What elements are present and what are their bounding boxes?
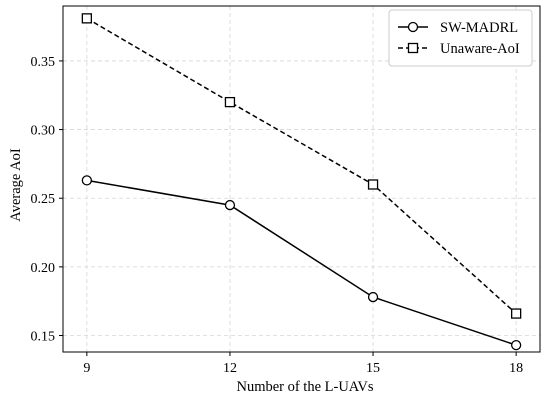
y-tick-label: 0.25 — [31, 192, 56, 207]
data-point-unaware-aoi — [367, 179, 379, 190]
y-tick-label: 0.15 — [31, 330, 56, 345]
data-point-sw-madrl — [81, 175, 92, 186]
legend-label-unaware-aoi: Unaware-AoI — [440, 41, 520, 57]
y-axis-label: Average AoI — [8, 148, 24, 222]
x-axis-label: Number of the L-UAVs — [236, 379, 373, 395]
series-line-unaware-aoi — [86, 17, 517, 315]
axis-ticks: 9 12 15 18 0.15 0.20 0.25 0.30 0.35 — [31, 55, 524, 376]
series-group — [81, 13, 522, 351]
legend-frame — [388, 9, 533, 67]
y-tick-label: 0.20 — [31, 261, 56, 276]
y-tick-label: 0.35 — [31, 55, 56, 70]
data-point-unaware-aoi — [510, 308, 522, 319]
data-point-sw-madrl — [511, 339, 522, 351]
data-point-unaware-aoi — [224, 96, 236, 108]
x-tick-label: 15 — [366, 361, 380, 376]
plot-frame — [62, 5, 541, 353]
y-tick-label: 0.30 — [31, 124, 56, 139]
legend: SW-MADRL Unaware-AoI — [388, 9, 533, 67]
x-tick-label: 9 — [83, 361, 90, 376]
legend-marker-square-icon — [407, 42, 419, 54]
data-point-sw-madrl — [367, 291, 379, 303]
x-tick-label: 18 — [509, 361, 523, 376]
legend-marker-circle-icon — [407, 21, 419, 33]
series-line-sw-madrl — [86, 179, 517, 346]
legend-label-sw-madrl: SW-MADRL — [440, 20, 518, 36]
data-point-sw-madrl — [224, 199, 236, 211]
data-point-unaware-aoi — [81, 13, 92, 24]
x-tick-label: 12 — [223, 361, 237, 376]
